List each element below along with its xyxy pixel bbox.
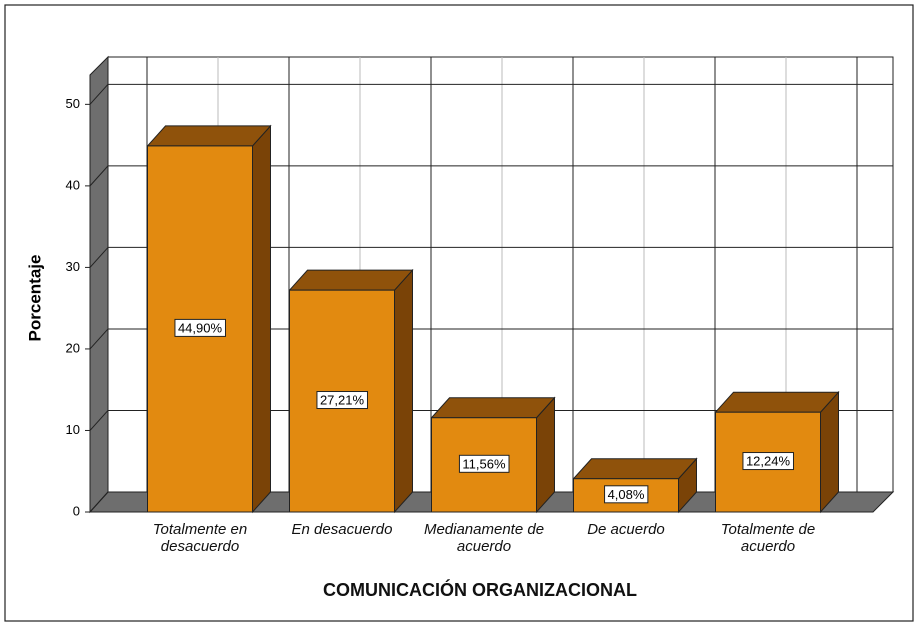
bar-top bbox=[288, 269, 414, 291]
bar-side bbox=[394, 268, 413, 514]
value-label: 12,24% bbox=[746, 454, 791, 469]
grid-line bbox=[89, 247, 109, 268]
x-tick-label: Medianamente de acuerdo bbox=[423, 521, 545, 555]
y-tick-label: 50 bbox=[66, 96, 80, 111]
bar-side bbox=[252, 124, 271, 514]
bar-top bbox=[430, 397, 556, 419]
bar-top bbox=[146, 125, 272, 147]
value-label-box bbox=[458, 454, 510, 473]
y-tick-label: 0 bbox=[73, 503, 80, 518]
y-tick-label: 30 bbox=[66, 259, 80, 274]
value-label-box bbox=[174, 318, 226, 337]
value-label-box bbox=[742, 452, 794, 471]
bar-top bbox=[572, 458, 698, 480]
x-tick-label: Totalmente de acuerdo bbox=[720, 521, 816, 555]
y-tick-label: 10 bbox=[66, 422, 80, 437]
bar bbox=[573, 478, 679, 513]
bar-top bbox=[714, 391, 840, 413]
value-label-box bbox=[604, 485, 649, 504]
value-label-box bbox=[316, 391, 368, 410]
y-tick-label: 20 bbox=[66, 340, 80, 355]
x-tick-label: Totalmente en desacuerdo bbox=[152, 521, 248, 555]
y-axis-title: Porcentaje bbox=[25, 255, 44, 342]
value-label: 44,90% bbox=[178, 320, 223, 335]
side-wall bbox=[89, 55, 109, 514]
x-tick-label: De acuerdo bbox=[587, 521, 665, 538]
x-tick-label: En desacuerdo bbox=[291, 521, 393, 538]
value-label: 11,56% bbox=[462, 456, 506, 471]
grid-line bbox=[89, 328, 109, 350]
grid-line bbox=[89, 84, 109, 105]
grid-line bbox=[89, 491, 109, 513]
value-label: 27,21% bbox=[320, 393, 365, 408]
y-tick-label: 40 bbox=[66, 177, 80, 192]
value-label: 4,08% bbox=[608, 487, 645, 502]
x-axis-title: COMUNICACIÓN ORGANIZACIONAL bbox=[323, 580, 637, 600]
grid-line bbox=[89, 165, 109, 187]
grid-line bbox=[89, 410, 109, 431]
bar-side bbox=[820, 390, 839, 514]
